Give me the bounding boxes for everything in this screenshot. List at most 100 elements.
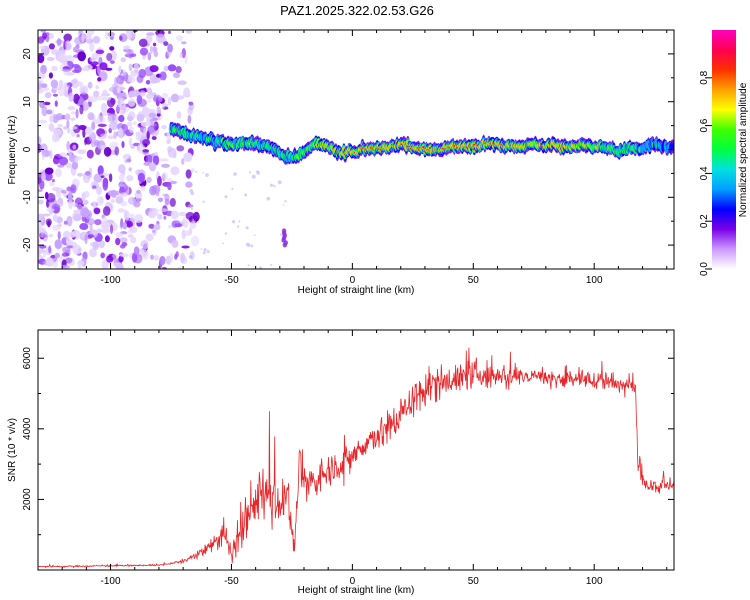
noise-blob <box>78 98 84 107</box>
noise-blob <box>65 162 72 169</box>
noise-blob <box>87 234 95 238</box>
noise-blob <box>146 86 152 93</box>
noise-blob <box>149 185 157 196</box>
noise-blob <box>140 121 150 127</box>
noise-blob <box>71 229 81 237</box>
noise-blob <box>141 239 148 250</box>
noise-blob <box>57 124 63 128</box>
noise-blob <box>102 96 112 101</box>
noise-blob <box>46 57 55 61</box>
noise-blob <box>145 32 155 36</box>
noise-blob <box>61 68 72 72</box>
noise-blob <box>163 215 167 220</box>
noise-blob <box>110 60 115 64</box>
noise-blob <box>67 191 73 202</box>
noise-blob <box>139 90 146 97</box>
noise-blob <box>147 52 152 61</box>
noise-blob <box>111 253 118 264</box>
snr-x-axis: -100 -50 0 50 100 <box>37 330 668 587</box>
noise-blob <box>66 239 74 246</box>
noise-blob <box>123 45 131 50</box>
noise-blob <box>184 54 188 64</box>
noise-blob <box>118 255 124 263</box>
noise-blob <box>182 216 186 225</box>
noise-dot <box>236 225 240 228</box>
noise-blob <box>61 252 70 257</box>
noise-dot <box>224 195 228 199</box>
noise-blob <box>48 72 53 79</box>
snr-y-axis: 2000 4000 6000 <box>22 347 674 536</box>
noise-blob <box>157 175 162 187</box>
noise-dot <box>222 242 224 245</box>
noise-blob <box>48 234 54 238</box>
noise-blob <box>77 260 82 269</box>
noise-dot <box>203 248 207 252</box>
colorbar-tick-label: 0.2 <box>699 214 710 228</box>
noise-blob <box>136 95 143 105</box>
y-tick-label: 20 <box>22 48 33 60</box>
noise-blob <box>70 79 77 85</box>
noise-blob <box>127 234 134 238</box>
noise-blob <box>157 213 163 220</box>
noise-blob <box>127 30 132 41</box>
noise-blob <box>118 183 126 187</box>
noise-blob <box>127 98 136 107</box>
noise-blob <box>171 239 179 248</box>
y-tick-label: 10 <box>22 96 33 108</box>
noise-blob <box>188 255 193 259</box>
noise-blob <box>94 219 102 226</box>
noise-blob <box>63 33 72 42</box>
noise-blob <box>167 30 172 34</box>
noise-dot <box>277 180 282 185</box>
noise-blob <box>97 165 104 176</box>
noise-dot <box>206 250 210 254</box>
colorbar-tick-label: 0.4 <box>699 166 710 180</box>
noise-blob <box>181 229 186 240</box>
colorbar-axis: 0.0 0.2 0.4 0.6 0.8 <box>699 70 712 276</box>
noise-blob <box>62 126 68 130</box>
noise-blob <box>133 246 140 255</box>
noise-blob <box>120 57 127 63</box>
noise-blob <box>158 208 169 213</box>
noise-blob <box>64 40 71 51</box>
noise-blob <box>125 220 133 228</box>
x-tick-label: 50 <box>468 275 480 286</box>
noise-blob <box>138 68 146 79</box>
noise-blob <box>38 119 48 124</box>
noise-blob <box>147 99 152 103</box>
noise-blob <box>43 251 46 258</box>
noise-blob <box>75 81 83 87</box>
noise-blob <box>73 93 80 104</box>
noise-blob <box>68 199 73 210</box>
noise-blob <box>39 143 48 153</box>
chart-title: PAZ1.2025.322.02.53.G26 <box>280 3 434 18</box>
noise-blob <box>109 46 115 51</box>
noise-blob <box>115 190 120 196</box>
noise-blob <box>166 178 173 183</box>
noise-blob <box>118 164 126 174</box>
noise-blob <box>48 245 52 254</box>
noise-blob <box>117 208 126 213</box>
noise-blob <box>99 62 108 71</box>
noise-blob <box>140 185 146 192</box>
noise-blob <box>148 210 157 219</box>
noise-blob <box>49 115 54 123</box>
noise-blob <box>38 213 45 223</box>
noise-blob <box>84 233 88 245</box>
noise-blob <box>95 85 99 90</box>
noise-blob <box>127 49 134 55</box>
y-tick-label: 2000 <box>22 488 33 511</box>
noise-blob <box>86 218 95 225</box>
noise-blob <box>98 240 105 249</box>
noise-blob <box>63 192 67 198</box>
noise-blob <box>161 125 168 130</box>
noise-blob <box>65 257 73 264</box>
noise-blob <box>175 251 179 258</box>
noise-blob <box>38 46 46 49</box>
noise-blob <box>148 162 157 172</box>
noise-blob <box>181 158 185 165</box>
noise-blob <box>183 87 191 98</box>
noise-blob <box>87 97 92 103</box>
noise-blob <box>152 155 160 166</box>
noise-blob <box>175 66 182 74</box>
